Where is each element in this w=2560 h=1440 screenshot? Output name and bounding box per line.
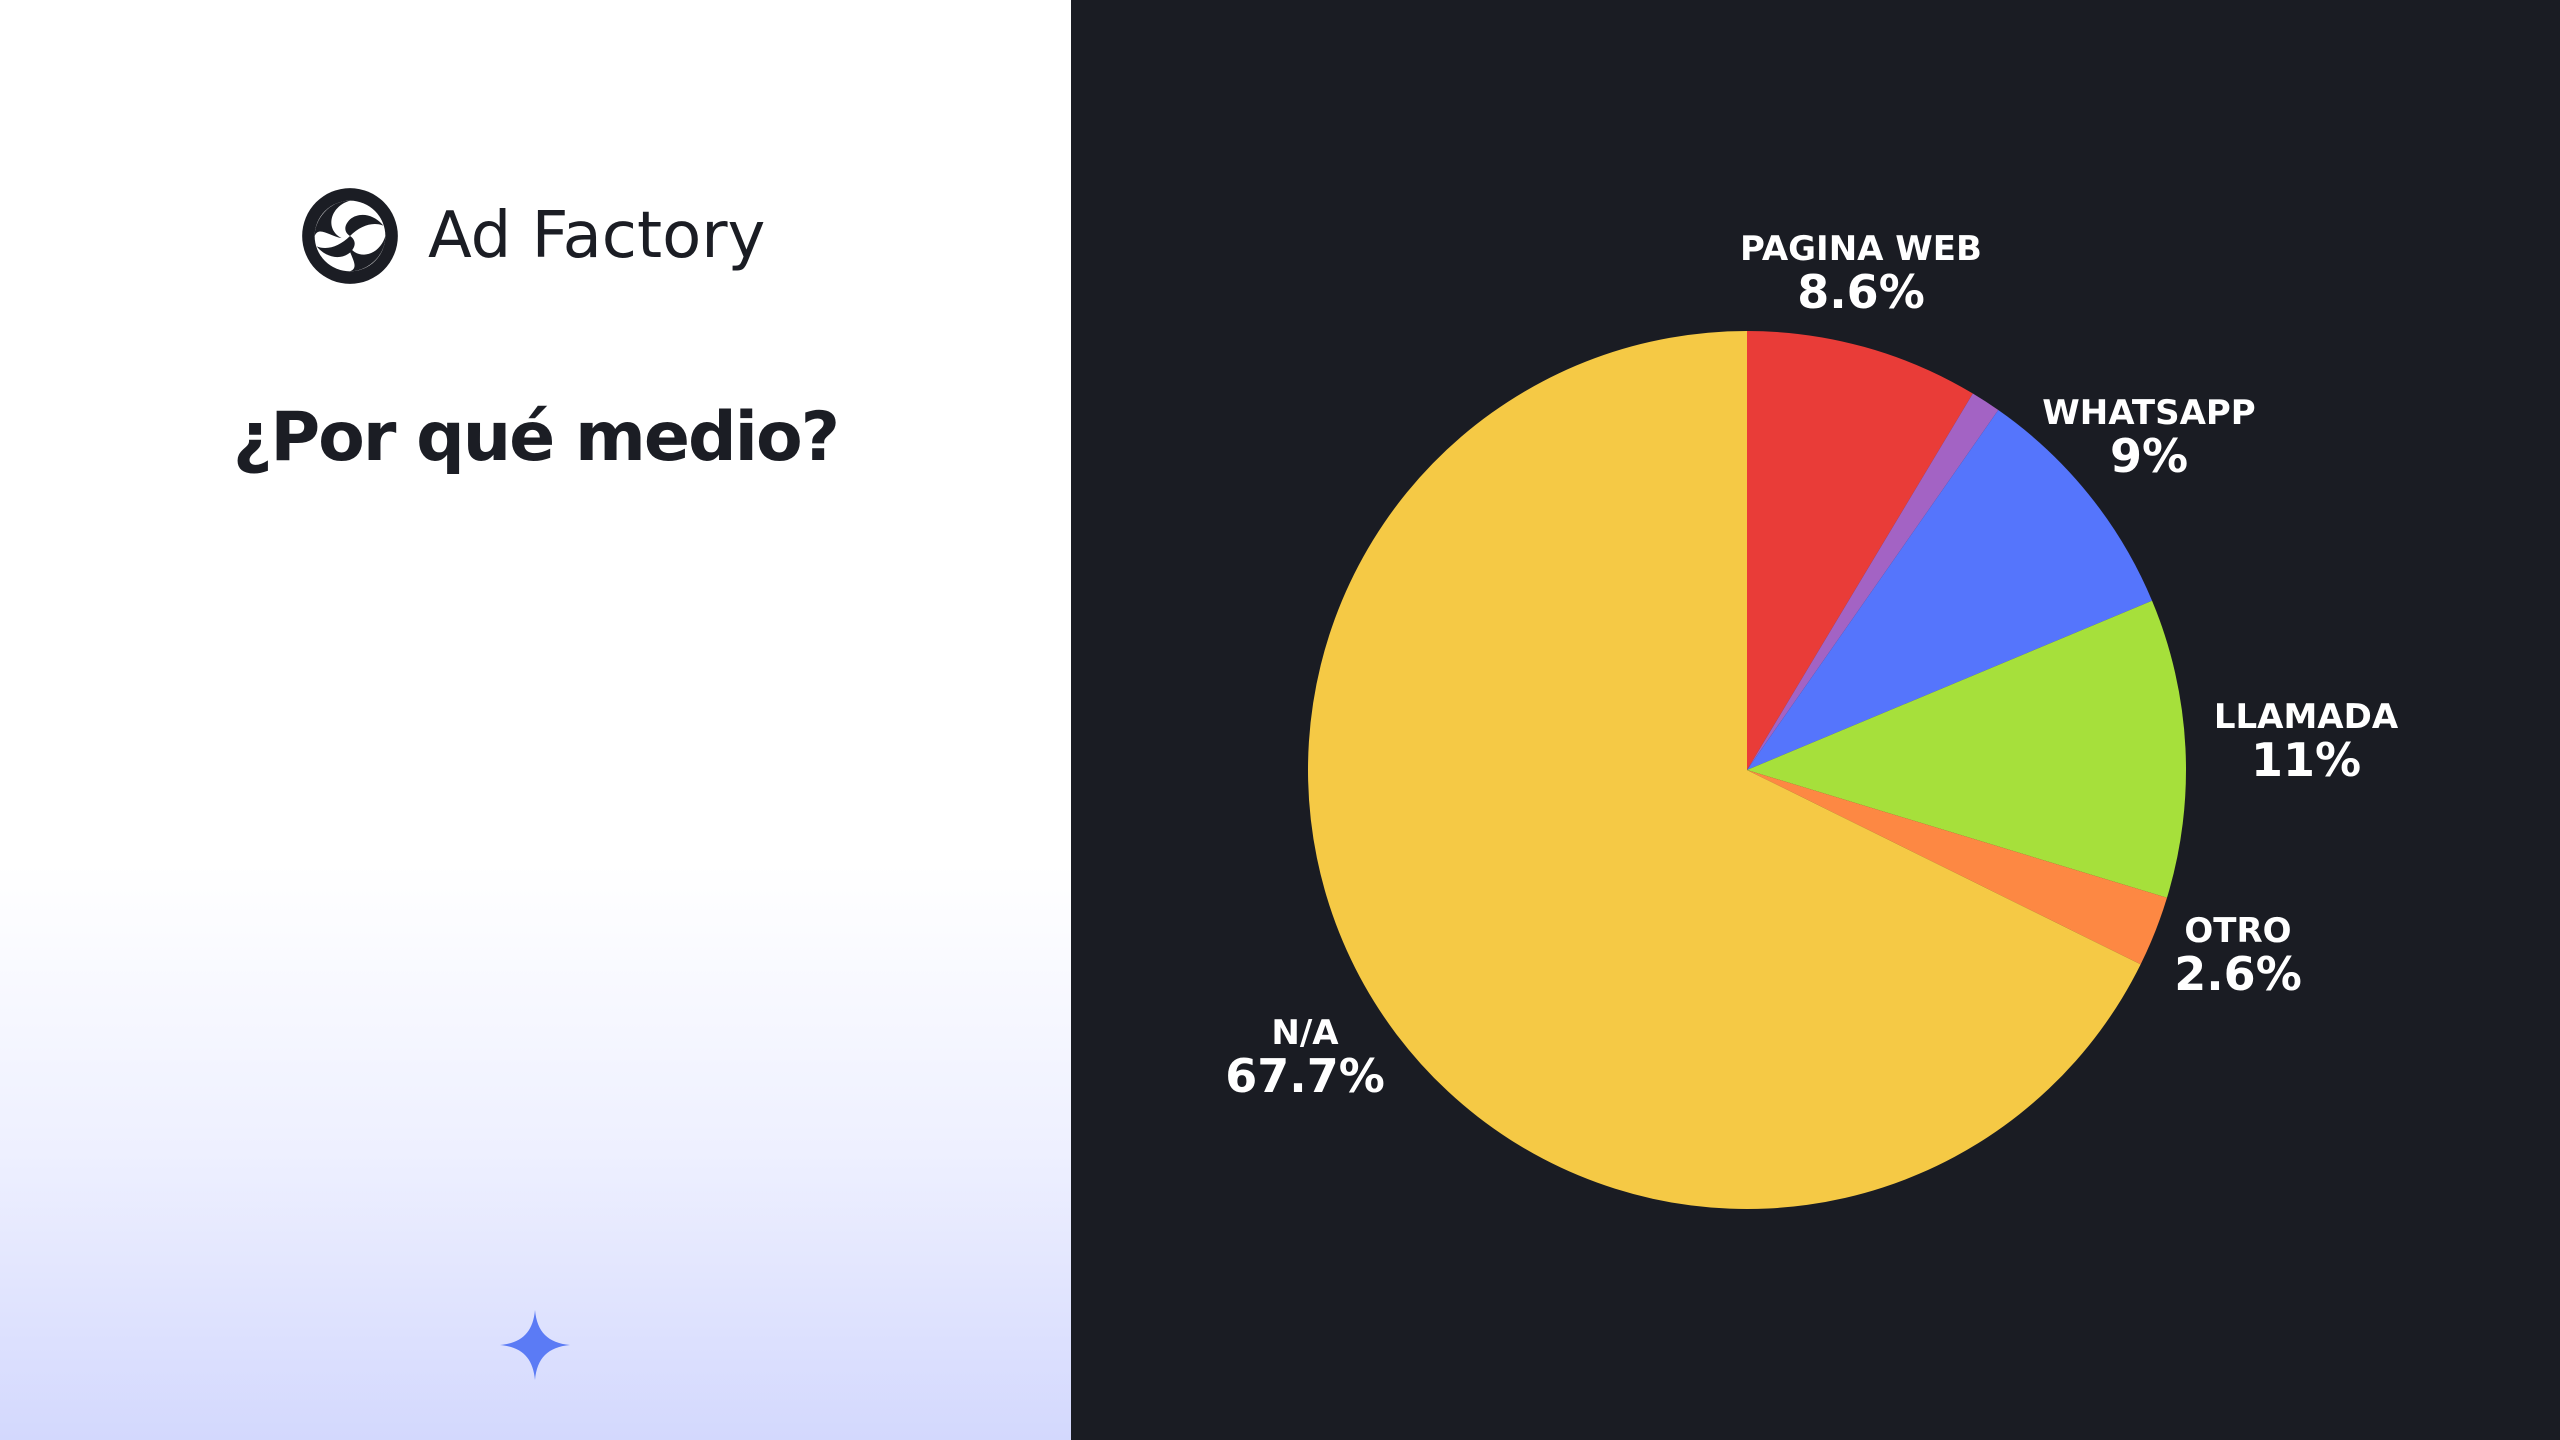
left-panel: Ad Factory ¿Por qué medio? (0, 0, 1071, 1440)
slice-label: N/A (1271, 1013, 1339, 1053)
pie-slice-pagina-web (1747, 331, 1973, 770)
four-point-star-icon (500, 1310, 570, 1380)
slice-label: LLAMADA (2214, 697, 2399, 737)
pie-slices (1308, 331, 2186, 1209)
pie-slice-llamada (1747, 600, 2186, 898)
brand-logo: Ad Factory (298, 184, 765, 288)
slice-value-label: 2.6% (2174, 947, 2302, 1001)
slice-value-label: 67.7% (1225, 1049, 1385, 1103)
page-title: ¿Por qué medio? (232, 398, 840, 477)
ad-factory-logo-icon (302, 188, 398, 284)
slice-label: PAGINA WEB (1740, 229, 1982, 269)
pie-slice-n-a (1308, 331, 2141, 1209)
slice-value-label: 11% (2251, 733, 2361, 787)
pie-slice-unlabeled (1747, 393, 1999, 770)
slice-value-label: 8.6% (1797, 265, 1925, 319)
pie-slice-whatsapp (1747, 410, 2153, 770)
slice-label: WHATSAPP (2042, 393, 2255, 433)
slice-value-label: 9% (2110, 429, 2188, 483)
chart-panel: PAGINA WEB 8.6% WHATSAPP 9% LLAMADA 11% OTRO 2.… (1071, 0, 2560, 1440)
slice-label: OTRO (2184, 911, 2291, 951)
brand-name: Ad Factory (428, 199, 766, 273)
pie-slice-otro (1747, 770, 2167, 965)
